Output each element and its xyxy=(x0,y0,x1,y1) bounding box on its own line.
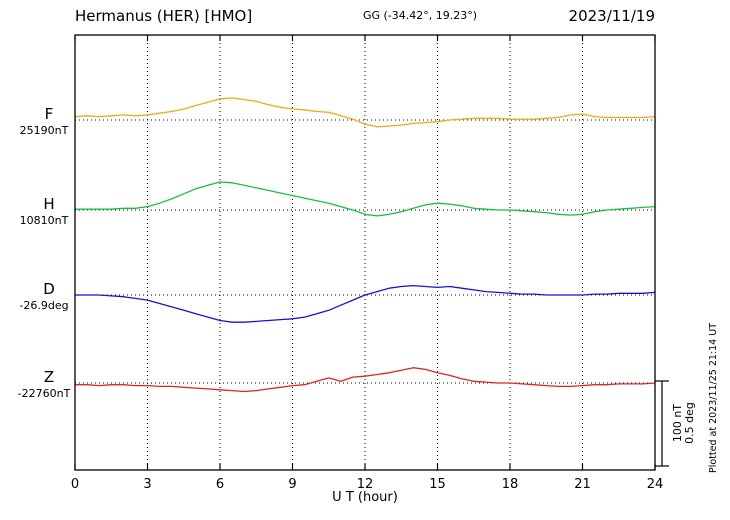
scale-label-nt: 100 nT xyxy=(671,404,684,442)
series-label-F: F xyxy=(45,105,54,123)
scale-bar xyxy=(655,380,669,467)
x-tick-label: 12 xyxy=(357,477,374,492)
x-tick-label: 24 xyxy=(647,477,664,492)
series-label-D: D xyxy=(43,280,55,298)
x-tick-label: 18 xyxy=(502,477,519,492)
x-tick-label: 3 xyxy=(143,477,151,492)
plot-frame xyxy=(74,34,656,471)
x-tick-label: 6 xyxy=(216,477,224,492)
trace-D xyxy=(75,284,656,323)
x-axis-label: U T (hour) xyxy=(332,490,398,505)
series-label-Z: Z xyxy=(44,368,54,386)
station-coords: GG (-34.42°, 19.23°) xyxy=(363,9,477,22)
plot-title: Hermanus (HER) [HMO] xyxy=(75,7,252,25)
series-value-F: 25190nT xyxy=(20,124,69,137)
series-value-D: -26.9deg xyxy=(19,299,68,312)
trace-H xyxy=(75,181,656,217)
x-tick-label: 0 xyxy=(71,477,79,492)
series-label-H: H xyxy=(43,195,54,213)
trace-F xyxy=(74,97,656,128)
trace-Z xyxy=(75,367,656,393)
plot-date: 2023/11/19 xyxy=(569,7,655,25)
scale-label-deg: 0.5 deg xyxy=(683,402,696,444)
x-tick-label: 21 xyxy=(574,477,591,492)
x-tick-label: 15 xyxy=(429,477,446,492)
series-value-H: 10810nT xyxy=(20,214,69,227)
x-tick-label: 9 xyxy=(288,477,296,492)
plotted-at-note: Plotted at 2023/11/25 21:14 UT xyxy=(708,323,719,473)
series-value-Z: -22760nT xyxy=(18,387,71,400)
